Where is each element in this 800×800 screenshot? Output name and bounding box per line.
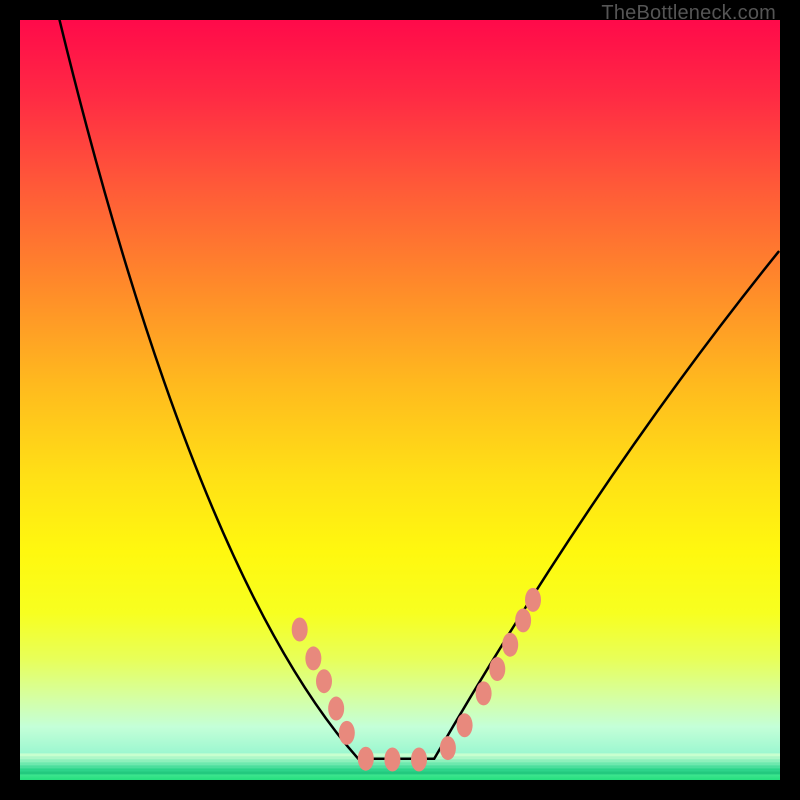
curve-marker (328, 697, 344, 721)
curve-marker (292, 618, 308, 642)
curve-marker (358, 747, 374, 771)
curve-marker (476, 681, 492, 705)
curve-marker (316, 669, 332, 693)
bottleneck-curve (20, 20, 780, 780)
curve-marker (502, 633, 518, 657)
curve-marker (305, 646, 321, 670)
curve-marker (411, 747, 427, 771)
curve-marker (515, 608, 531, 632)
chart-outer-frame: TheBottleneck.com (0, 0, 800, 800)
curve-markers (292, 588, 541, 772)
curve-marker (489, 657, 505, 681)
curve-marker (339, 721, 355, 745)
curve-marker (384, 747, 400, 771)
curve-marker (440, 736, 456, 760)
curve-marker (457, 713, 473, 737)
chart-plot-area (20, 20, 780, 780)
curve-marker (525, 588, 541, 612)
watermark-label: TheBottleneck.com (601, 2, 776, 25)
